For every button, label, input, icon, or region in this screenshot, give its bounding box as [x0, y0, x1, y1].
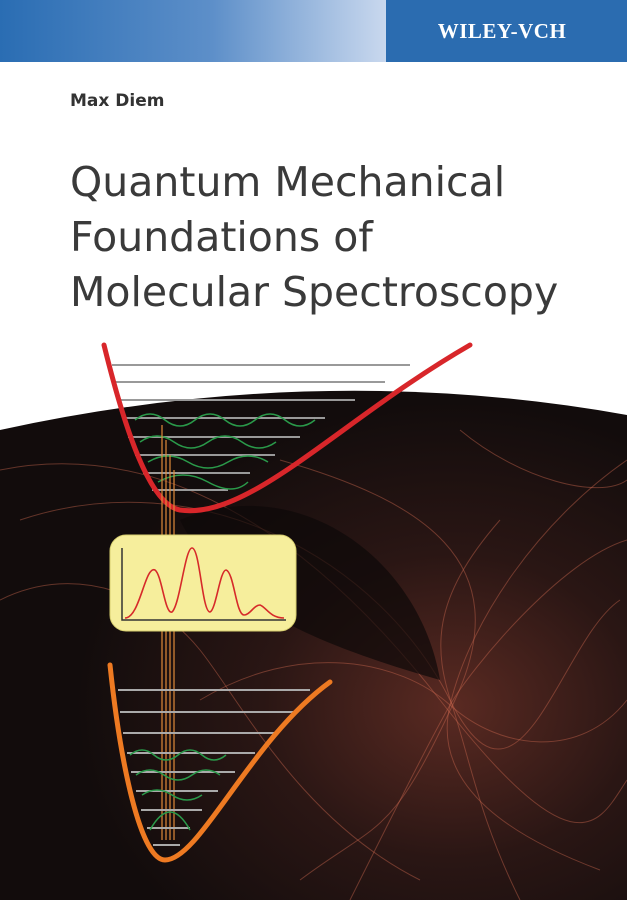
title-line: Molecular Spectroscopy — [70, 268, 558, 316]
light-swirls — [0, 429, 627, 900]
background-art — [0, 390, 627, 900]
header-band — [0, 0, 386, 62]
upper-potential — [101, 342, 473, 514]
transitions — [161, 425, 175, 840]
publisher-box — [386, 0, 627, 62]
publisher: WILEY-VCH — [438, 19, 567, 43]
wavefunctions — [134, 413, 316, 490]
title-line: Quantum Mechanical — [70, 158, 505, 206]
title-line: Foundations of — [70, 213, 374, 261]
spectrum-axes — [121, 548, 286, 621]
spectrum-box — [109, 534, 297, 632]
energy-levels — [118, 689, 310, 846]
wavefunctions — [129, 749, 227, 831]
lower-potential — [107, 662, 333, 863]
spectrum — [124, 547, 285, 619]
author: Max Diem — [70, 91, 164, 111]
